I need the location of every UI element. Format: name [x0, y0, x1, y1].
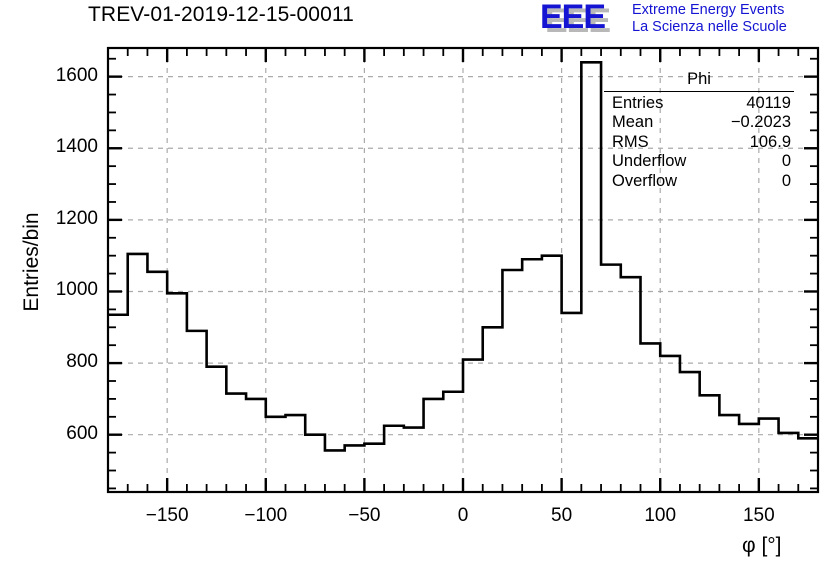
x-tick-label: 0	[457, 505, 469, 526]
axis-ticks	[107, 48, 819, 492]
x-tick-label: −100	[244, 505, 288, 526]
stats-row: RMS 106.9	[604, 133, 794, 153]
page-title: TREV-01-2019-12-15-00011	[88, 3, 354, 26]
eee-logo-line1: Extreme Energy Events	[632, 2, 785, 18]
stats-row: Mean −0.2023	[604, 113, 794, 133]
stats-rows: Entries 40119 Mean −0.2023 RMS 106.9 Underflow…	[604, 94, 794, 192]
stats-title: Phi	[687, 70, 711, 88]
x-tick-label: 100	[644, 505, 677, 526]
y-tick-label: 600	[66, 422, 98, 444]
stats-row-value: 0	[781, 152, 791, 171]
x-axis-title: φ [°]	[742, 534, 782, 557]
x-tick-label: 150	[742, 505, 775, 526]
eee-logo-mark-front: EEE	[540, 0, 606, 36]
y-tick-label: 1600	[55, 64, 98, 86]
y-tick-label: 1400	[55, 136, 98, 158]
stats-box: Phi Entries 40119 Mean −0.2023 RMS 106.9 Under…	[604, 70, 794, 192]
stats-row-label: Underflow	[612, 152, 687, 171]
plot-frame	[106, 46, 820, 494]
stats-row-value: −0.2023	[730, 113, 791, 132]
y-tick-label: 800	[66, 351, 98, 373]
stats-row-label: Overflow	[612, 171, 678, 190]
stats-row-value: 0	[781, 171, 791, 190]
histogram-outline	[108, 61, 818, 452]
x-tick-label: −150	[145, 505, 189, 526]
x-tick-label: 50	[551, 505, 573, 526]
stats-row: Overflow 0	[604, 172, 794, 192]
x-tick-label: −50	[348, 505, 381, 526]
y-tick-label: 1000	[55, 279, 98, 301]
stats-row-label: RMS	[612, 132, 649, 151]
eee-logo: EEE EEE Extreme Energy Events La Scienza…	[540, 0, 787, 40]
stats-row: Entries 40119	[604, 94, 794, 114]
eee-logo-mark: EEE EEE	[540, 0, 624, 40]
eee-logo-text: Extreme Energy Events La Scienza nelle S…	[632, 1, 787, 36]
stats-row-value: 106.9	[749, 132, 791, 151]
stats-row-label: Mean	[612, 113, 654, 132]
stats-divider	[604, 90, 794, 92]
y-tick-label: 1200	[55, 207, 98, 229]
stats-row: Underflow 0	[604, 152, 794, 172]
eee-logo-line2: La Scienza nelle Scuole	[632, 19, 787, 35]
stats-row-label: Entries	[612, 93, 664, 112]
stats-row-value: 40119	[746, 93, 791, 112]
eee-logo-mark-shadow: EEE	[545, 2, 611, 40]
